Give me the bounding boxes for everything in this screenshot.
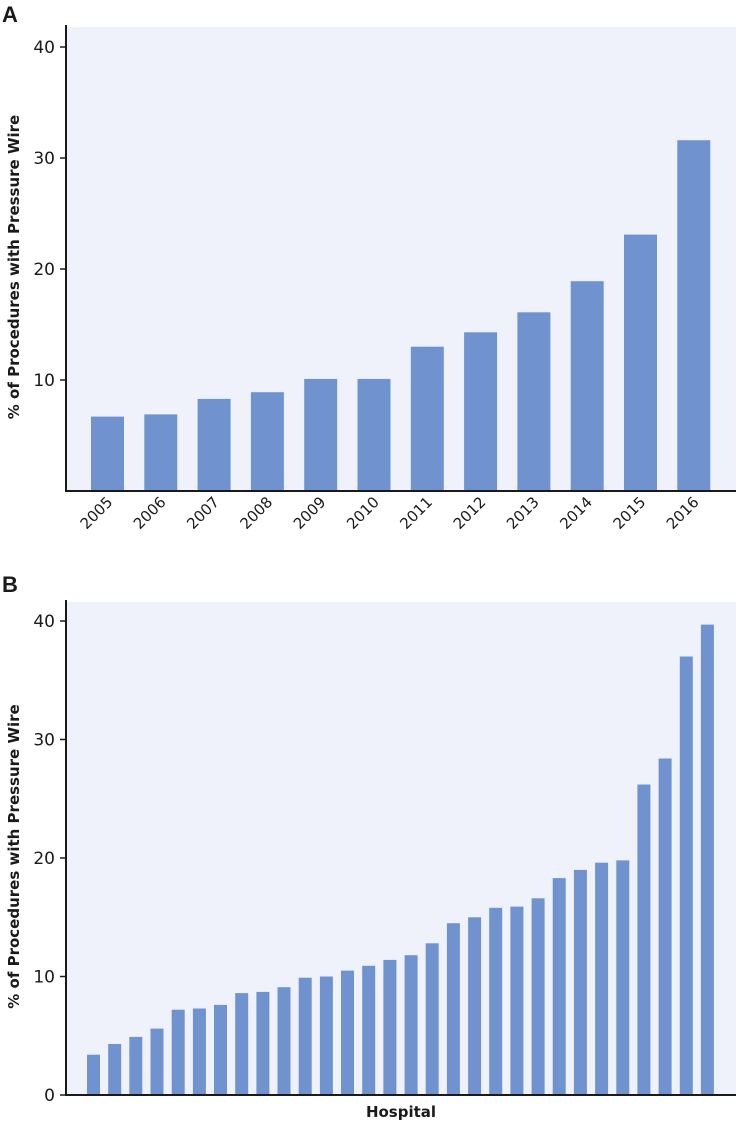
bar-hospital-7 — [214, 1004, 227, 1095]
y-tick-label: 10 — [33, 371, 55, 391]
bar-hospital-28 — [658, 758, 672, 1095]
bar-hospital-27 — [637, 784, 651, 1095]
panel-a-y-ticks: 10 20 30 40 — [33, 38, 66, 391]
panel-b-y-axis-title: % of Procedures with Pressure Wire — [5, 704, 23, 1008]
bar-hospital-2 — [108, 1044, 122, 1095]
x-tick-label: 2009 — [290, 493, 330, 533]
x-tick-label: 2005 — [77, 493, 117, 533]
x-tick-label: 2011 — [396, 493, 436, 533]
panel-a-bars — [91, 140, 711, 491]
bar-hospital-21 — [510, 906, 524, 1095]
bar-hospital-14 — [362, 965, 376, 1095]
panel-a-y-axis-title: % of Procedures with Pressure Wire — [5, 115, 23, 419]
y-tick-label: 20 — [33, 260, 55, 280]
x-tick-label: 2013 — [503, 493, 543, 533]
y-tick-label: 0 — [44, 1086, 55, 1106]
panel-a-axes — [65, 25, 736, 492]
bar-hospital-8 — [235, 993, 249, 1095]
panel-b-y-ticks: 0 10 20 30 40 — [33, 612, 66, 1106]
bar-2009 — [304, 378, 338, 491]
y-tick-label: 40 — [33, 612, 55, 632]
panel-b-plot-area — [66, 602, 736, 1095]
bar-2014 — [570, 281, 604, 491]
panel-b-bar-chart: B 0 10 20 30 40 % of Procedures with Pressur… — [2, 572, 736, 1121]
bar-hospital-15 — [383, 959, 397, 1095]
bar-hospital-11 — [298, 977, 312, 1095]
x-tick-label: 2014 — [556, 493, 596, 533]
bar-hospital-9 — [256, 991, 270, 1095]
bar-hospital-5 — [171, 1009, 185, 1095]
bar-hospital-25 — [595, 862, 609, 1095]
bar-hospital-26 — [616, 860, 630, 1095]
y-tick-label: 30 — [33, 731, 55, 751]
bar-hospital-17 — [425, 943, 439, 1095]
bar-hospital-30 — [700, 624, 714, 1095]
bar-hospital-29 — [679, 656, 693, 1095]
panel-b-x-axis-title: Hospital — [366, 1103, 436, 1121]
bar-hospital-19 — [468, 917, 482, 1096]
bar-2011 — [410, 346, 444, 491]
y-tick-label: 20 — [33, 849, 55, 869]
x-tick-label: 2006 — [130, 493, 170, 533]
x-tick-label: 2010 — [343, 493, 383, 533]
bar-hospital-13 — [341, 970, 354, 1095]
panel-a-x-ticks: 2005 2006 2007 2008 2009 2010 2011 2012 2013 2014… — [77, 493, 703, 533]
bar-hospital-22 — [531, 898, 545, 1095]
y-tick-label: 40 — [33, 38, 55, 58]
bar-hospital-24 — [573, 869, 587, 1096]
x-tick-label: 2015 — [610, 493, 650, 533]
panel-b-bars — [87, 624, 714, 1096]
x-tick-label: 2016 — [663, 493, 703, 533]
bar-2006 — [144, 414, 178, 491]
bar-2010 — [357, 378, 391, 491]
bar-2013 — [517, 312, 551, 491]
x-tick-label: 2012 — [450, 493, 490, 533]
bar-hospital-18 — [446, 923, 460, 1095]
panel-b-axes — [65, 600, 736, 1096]
bar-2008 — [250, 392, 284, 491]
bar-hospital-20 — [489, 907, 503, 1095]
y-tick-label: 10 — [33, 968, 55, 988]
bar-hospital-16 — [404, 955, 418, 1095]
bar-hospital-4 — [150, 1028, 164, 1095]
x-tick-label: 2007 — [183, 493, 223, 533]
panel-a-letter: A — [2, 2, 18, 27]
bar-hospital-10 — [277, 987, 291, 1095]
bar-2012 — [464, 332, 498, 491]
x-tick-label: 2008 — [236, 493, 276, 533]
bar-2016 — [677, 140, 711, 491]
bar-hospital-3 — [129, 1036, 143, 1095]
bar-hospital-6 — [192, 1008, 206, 1095]
y-tick-label: 30 — [33, 149, 55, 169]
bar-2005 — [91, 416, 124, 491]
bar-hospital-23 — [552, 878, 566, 1095]
bar-2015 — [624, 234, 657, 491]
bar-2007 — [197, 398, 231, 491]
bar-hospital-1 — [87, 1054, 100, 1095]
bar-hospital-12 — [319, 976, 333, 1095]
panel-b-letter: B — [2, 572, 18, 597]
